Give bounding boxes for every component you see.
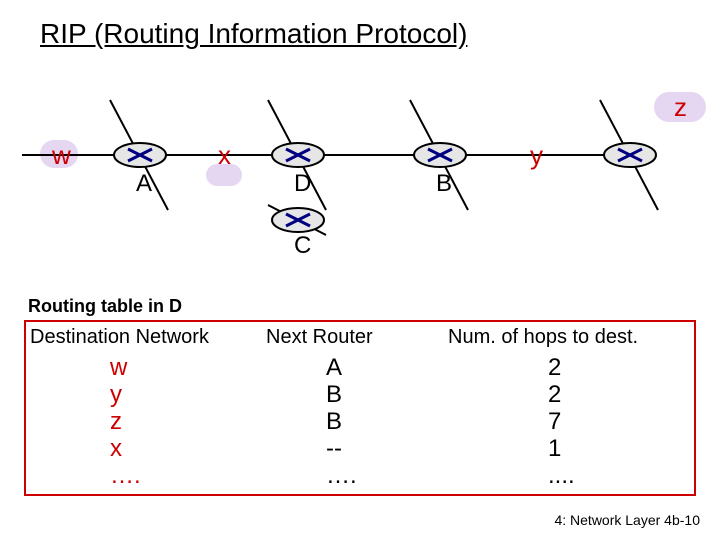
- topology-svg: [0, 0, 720, 300]
- table-cell-dest: y: [110, 381, 122, 409]
- table-cell-next: --: [326, 435, 342, 463]
- table-cell-dest: x: [110, 435, 122, 463]
- network-label-w: w: [52, 140, 71, 171]
- router-label-a: A: [136, 170, 152, 198]
- table-header-next: Next Router: [266, 326, 373, 349]
- router-label-d: D: [294, 170, 311, 198]
- table-cell-dest: w: [110, 354, 127, 382]
- table-cell-hops: 2: [548, 354, 561, 382]
- network-label-x: x: [218, 140, 231, 171]
- router-label-b: B: [436, 170, 452, 198]
- table-cell-dest: ….: [110, 462, 141, 490]
- table-cell-hops: 2: [548, 381, 561, 409]
- table-header-hops: Num. of hops to dest.: [448, 326, 638, 349]
- table-cell-hops: ....: [548, 462, 575, 490]
- network-label-z: z: [674, 92, 687, 123]
- table-cell-next: B: [326, 381, 342, 409]
- routing-table-caption: Routing table in D: [28, 296, 182, 317]
- table-cell-hops: 7: [548, 408, 561, 436]
- table-cell-next: A: [326, 354, 342, 382]
- table-cell-dest: z: [110, 408, 122, 436]
- table-cell-hops: 1: [548, 435, 561, 463]
- table-cell-next: B: [326, 408, 342, 436]
- table-header-dest: Destination Network: [30, 326, 209, 349]
- router-label-c: C: [294, 232, 311, 260]
- table-cell-next: ….: [326, 462, 357, 490]
- network-label-y: y: [530, 140, 543, 171]
- slide-footer: 4: Network Layer 4b-10: [554, 512, 700, 528]
- slide: RIP (Routing Information Protocol) w x y…: [0, 0, 720, 540]
